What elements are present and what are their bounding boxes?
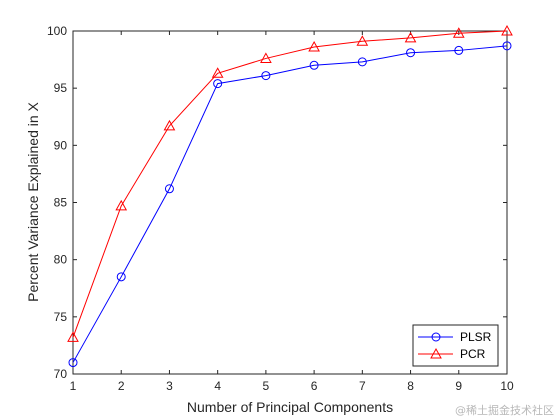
x-tick-label: 4 (214, 379, 221, 393)
x-tick-label: 2 (118, 379, 125, 393)
plot-area (72, 30, 508, 375)
y-axis-title: Percent Variance Explained in X (25, 101, 41, 301)
legend-label-pcr: PCR (460, 347, 486, 361)
x-tick-label: 6 (311, 379, 318, 393)
legend-label-plsr: PLSR (460, 330, 492, 344)
data-point-pcr (404, 31, 417, 43)
data-point-plsr (213, 79, 223, 89)
legend: PLSR PCR (412, 324, 499, 367)
data-point-pcr (260, 52, 272, 63)
x-tick-label: 9 (455, 379, 462, 393)
x-tick-label: 10 (500, 379, 514, 393)
data-point-pcr (452, 27, 465, 38)
x-axis-title: Number of Principal Components (187, 399, 393, 415)
y-tick-label: 90 (54, 138, 68, 152)
data-point-plsr (406, 48, 416, 58)
data-point-plsr (309, 60, 319, 70)
data-point-pcr (356, 35, 369, 46)
y-tick-label: 80 (54, 253, 68, 267)
data-point-plsr (502, 41, 512, 51)
data-point-plsr (357, 57, 367, 67)
y-tick-label: 70 (54, 367, 68, 381)
x-tick-label: 1 (70, 379, 77, 393)
y-tick-label: 95 (54, 81, 68, 95)
data-point-plsr (454, 45, 464, 55)
data-point-plsr (261, 71, 271, 81)
data-point-plsr (116, 272, 126, 282)
series-layer (67, 24, 513, 368)
data-point-pcr (501, 24, 513, 36)
data-point-pcr (211, 67, 224, 78)
x-tick-label: 3 (166, 379, 173, 393)
data-point-plsr (68, 358, 78, 368)
series-line-pcr (72, 30, 508, 338)
legend-marker-plsr (431, 332, 441, 342)
x-tick-label: 7 (359, 379, 366, 393)
data-point-pcr (67, 331, 79, 342)
x-tick-label: 5 (263, 379, 270, 393)
y-tick-label: 100 (47, 24, 67, 38)
data-point-pcr (308, 40, 320, 52)
series-line-plsr (72, 45, 508, 363)
data-point-pcr (163, 119, 176, 131)
data-point-pcr (115, 199, 128, 211)
data-point-plsr (164, 184, 174, 194)
axis-ticks: 1 2 3 4 5 6 7 8 9 10 70 75 80 85 90 95 100 (47, 24, 514, 393)
legend-box (412, 324, 499, 367)
x-tick-label: 8 (407, 379, 414, 393)
y-tick-label: 85 (54, 196, 68, 210)
y-tick-label: 75 (54, 310, 68, 324)
legend-marker-pcr (430, 347, 442, 359)
watermark: @稀土掘金技术社区 (455, 404, 554, 417)
